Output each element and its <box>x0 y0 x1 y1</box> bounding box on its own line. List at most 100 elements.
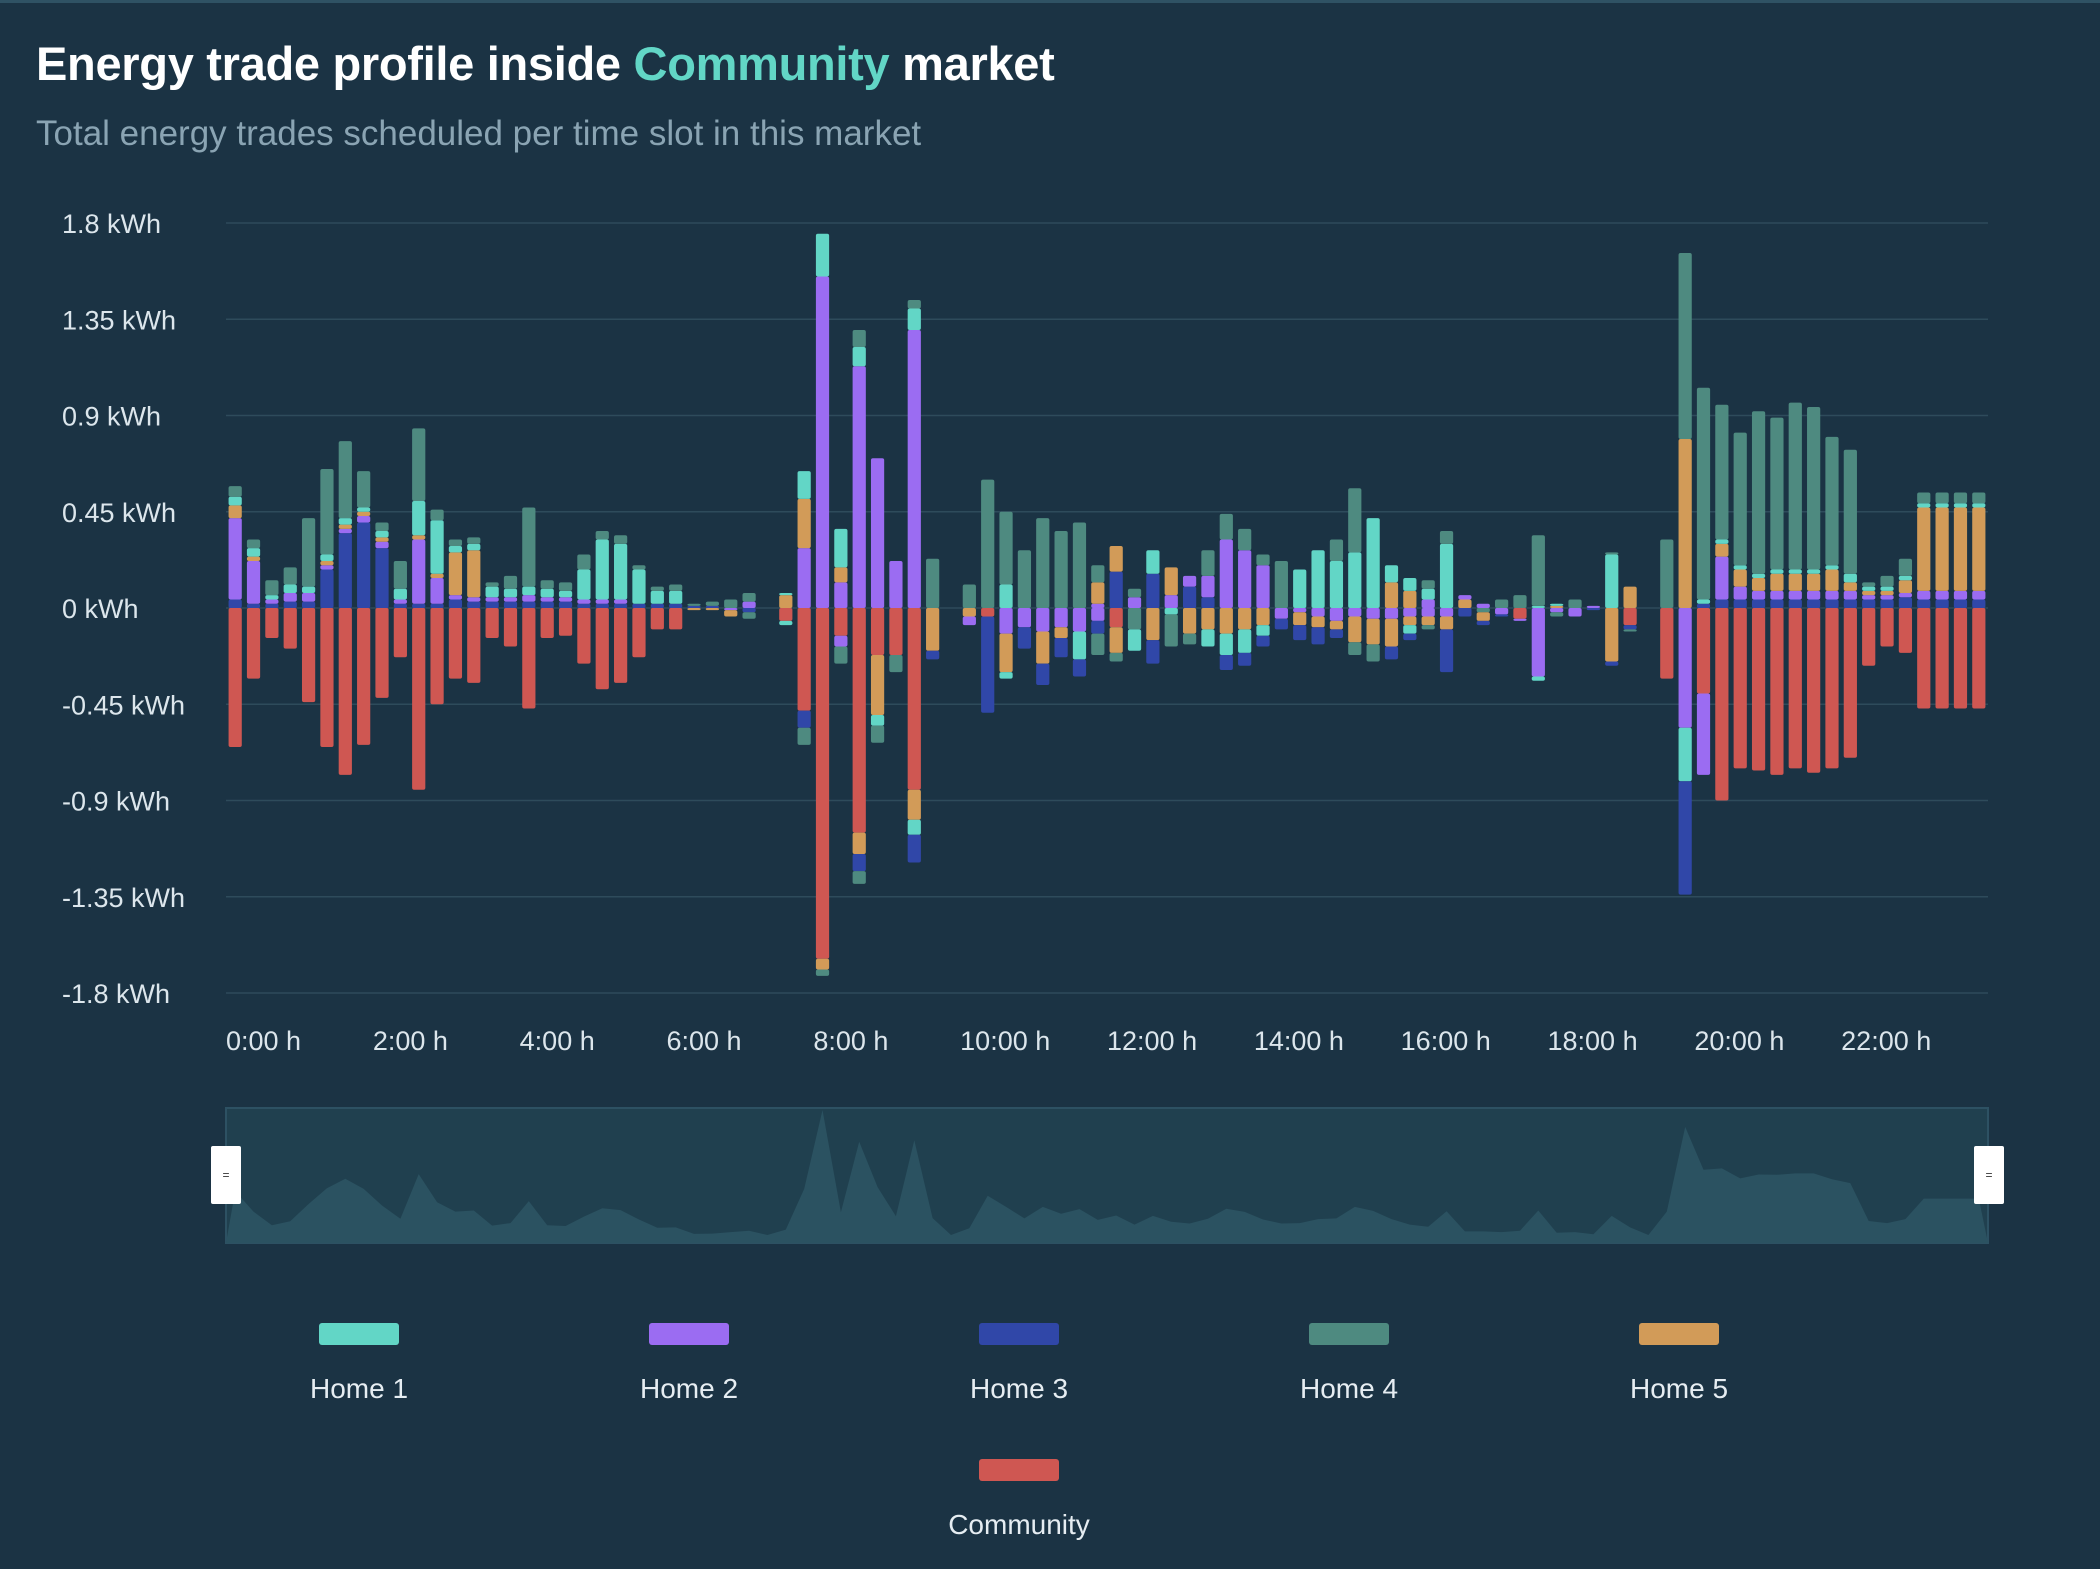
x-tick-label: 14:00 h <box>1254 1026 1344 1056</box>
bar-segment-home-4 <box>834 646 848 664</box>
bar-segment-home-4 <box>852 329 866 348</box>
bar-segment-home-3 <box>558 601 573 608</box>
bar-segment-home-2 <box>1531 608 1545 677</box>
bar-segment-home-3 <box>246 603 261 608</box>
bar-segment-home-1 <box>1531 605 1545 608</box>
bar-stack <box>1146 550 1160 664</box>
bar-segment-community <box>870 608 885 656</box>
bar-segment-home-4 <box>1880 575 1894 587</box>
bar-segment-home-2 <box>1164 595 1178 608</box>
bar-segment-home-3 <box>1953 599 1968 608</box>
bar-segment-home-4 <box>246 539 261 549</box>
bar-segment-home-1 <box>1531 676 1545 681</box>
bar-segment-home-1 <box>595 539 609 600</box>
bar-stack <box>1531 535 1545 681</box>
bar-segment-home-3 <box>1880 599 1894 608</box>
legend-swatch <box>979 1323 1059 1345</box>
bar-segment-home-5 <box>246 556 261 561</box>
bar-segment-home-5 <box>1403 616 1417 626</box>
bar-segment-home-3 <box>650 603 664 608</box>
bar-stack <box>1953 492 1968 709</box>
bar-segment-home-2 <box>558 597 573 602</box>
legend-item-home-3[interactable]: Home 3 <box>889 1323 1129 1433</box>
x-tick-label: 18:00 h <box>1548 1026 1638 1056</box>
bar-segment-home-3 <box>1384 646 1399 660</box>
bar-segment-home-3 <box>301 601 316 608</box>
bar-stack <box>1384 565 1399 660</box>
bar-segment-community <box>1770 608 1784 775</box>
bar-segment-home-5 <box>962 608 976 617</box>
bar-segment-home-5 <box>1109 545 1123 572</box>
legend-item-home-1[interactable]: Home 1 <box>229 1323 469 1433</box>
bar-segment-home-1 <box>448 545 463 553</box>
bar-segment-home-5 <box>1953 507 1968 591</box>
bar-segment-home-2 <box>1678 608 1692 728</box>
bar-segment-home-2 <box>1403 608 1417 617</box>
bar-segment-home-4 <box>1843 449 1857 574</box>
bar-stack <box>577 554 591 664</box>
bar-stack <box>705 601 719 611</box>
bar-stack <box>1054 531 1068 658</box>
bar-segment-home-2 <box>1770 590 1784 600</box>
bar-segment-home-3 <box>1403 633 1417 641</box>
bar-segment-home-4 <box>1256 554 1270 566</box>
bar-segment-home-3 <box>1678 781 1692 895</box>
bar-segment-home-1 <box>522 586 536 596</box>
range-handle-right[interactable]: = <box>1974 1146 2004 1204</box>
bar-segment-home-2 <box>412 539 426 604</box>
bar-segment-home-3 <box>338 533 352 608</box>
bar-segment-home-1 <box>852 347 866 367</box>
bar-stack <box>265 580 279 638</box>
bar-segment-home-4 <box>320 468 334 555</box>
bar-segment-home-5 <box>1476 612 1490 621</box>
bar-segment-community <box>1935 608 1949 709</box>
bar-segment-home-3 <box>1329 629 1344 638</box>
bar-segment-community <box>779 608 793 621</box>
bar-segment-home-5 <box>834 567 848 583</box>
bar-segment-home-3 <box>1862 599 1876 608</box>
bar-stack <box>1366 518 1380 662</box>
legend-item-home-5[interactable]: Home 5 <box>1549 1323 1789 1433</box>
bar-segment-community <box>852 608 866 833</box>
bar-segment-home-4 <box>650 586 664 591</box>
bar-segment-home-4 <box>1036 518 1050 608</box>
bar-segment-home-3 <box>1696 603 1711 608</box>
bar-segment-home-5 <box>1384 618 1399 647</box>
bar-segment-home-3 <box>540 601 554 608</box>
bar-segment-home-5 <box>1348 616 1362 643</box>
range-handle-left[interactable]: = <box>211 1146 241 1204</box>
bar-segment-home-4 <box>577 554 591 570</box>
bar-segment-home-1 <box>1825 565 1839 570</box>
bar-segment-home-5 <box>1898 580 1913 594</box>
bar-segment-home-1 <box>1733 565 1747 570</box>
bar-stack <box>1715 404 1729 801</box>
bar-segment-home-4 <box>301 518 316 587</box>
legend-item-home-2[interactable]: Home 2 <box>559 1323 799 1433</box>
bar-stack <box>870 458 885 743</box>
bar-stack <box>1513 595 1527 621</box>
bar-stack <box>669 584 683 630</box>
bar-segment-home-2 <box>338 528 352 534</box>
bar-stack <box>1788 402 1802 769</box>
bar-segment-home-2 <box>834 635 848 647</box>
bar-segment-home-2 <box>1715 556 1729 600</box>
bar-segment-home-1 <box>393 588 407 600</box>
bar-stack <box>1605 552 1619 666</box>
bar-segment-community <box>1843 608 1857 758</box>
bar-segment-home-1 <box>1788 569 1802 574</box>
bar-segment-home-2 <box>503 597 518 602</box>
bar-segment-home-2 <box>1880 595 1894 600</box>
bar-stack <box>1696 387 1711 775</box>
bar-segment-home-1 <box>779 620 793 626</box>
bar-segment-community <box>320 608 334 748</box>
bar-segment-home-5 <box>870 655 885 715</box>
bar-segment-home-2 <box>1568 608 1582 617</box>
bar-segment-community <box>448 608 463 679</box>
bar-segment-home-3 <box>1054 637 1068 658</box>
bar-segment-home-3 <box>1311 627 1325 645</box>
legend-item-home-4[interactable]: Home 4 <box>1219 1323 1459 1433</box>
bar-segment-home-3 <box>1807 599 1821 608</box>
bar-segment-home-3 <box>1293 625 1307 641</box>
bar-segment-home-1 <box>1715 539 1729 544</box>
legend-item-community[interactable]: Community <box>889 1459 1129 1569</box>
